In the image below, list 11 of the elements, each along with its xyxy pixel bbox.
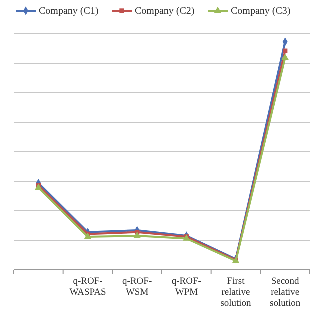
point bbox=[134, 232, 141, 238]
x-tick-label: q-ROF-WASPAS bbox=[70, 277, 106, 298]
point bbox=[282, 54, 289, 60]
x-tick-label: Second relative solution bbox=[270, 277, 301, 309]
point bbox=[282, 48, 288, 54]
legend-label: Company (C1) bbox=[39, 6, 99, 17]
x-tick-label: q-ROF-WPM bbox=[172, 277, 202, 298]
x-tick-label: First relative solution bbox=[220, 277, 252, 309]
legend-label: Company (C3) bbox=[231, 6, 291, 17]
x-tick-label: q-ROF-WSM bbox=[122, 277, 152, 298]
legend-label: Company (C2) bbox=[135, 6, 195, 17]
